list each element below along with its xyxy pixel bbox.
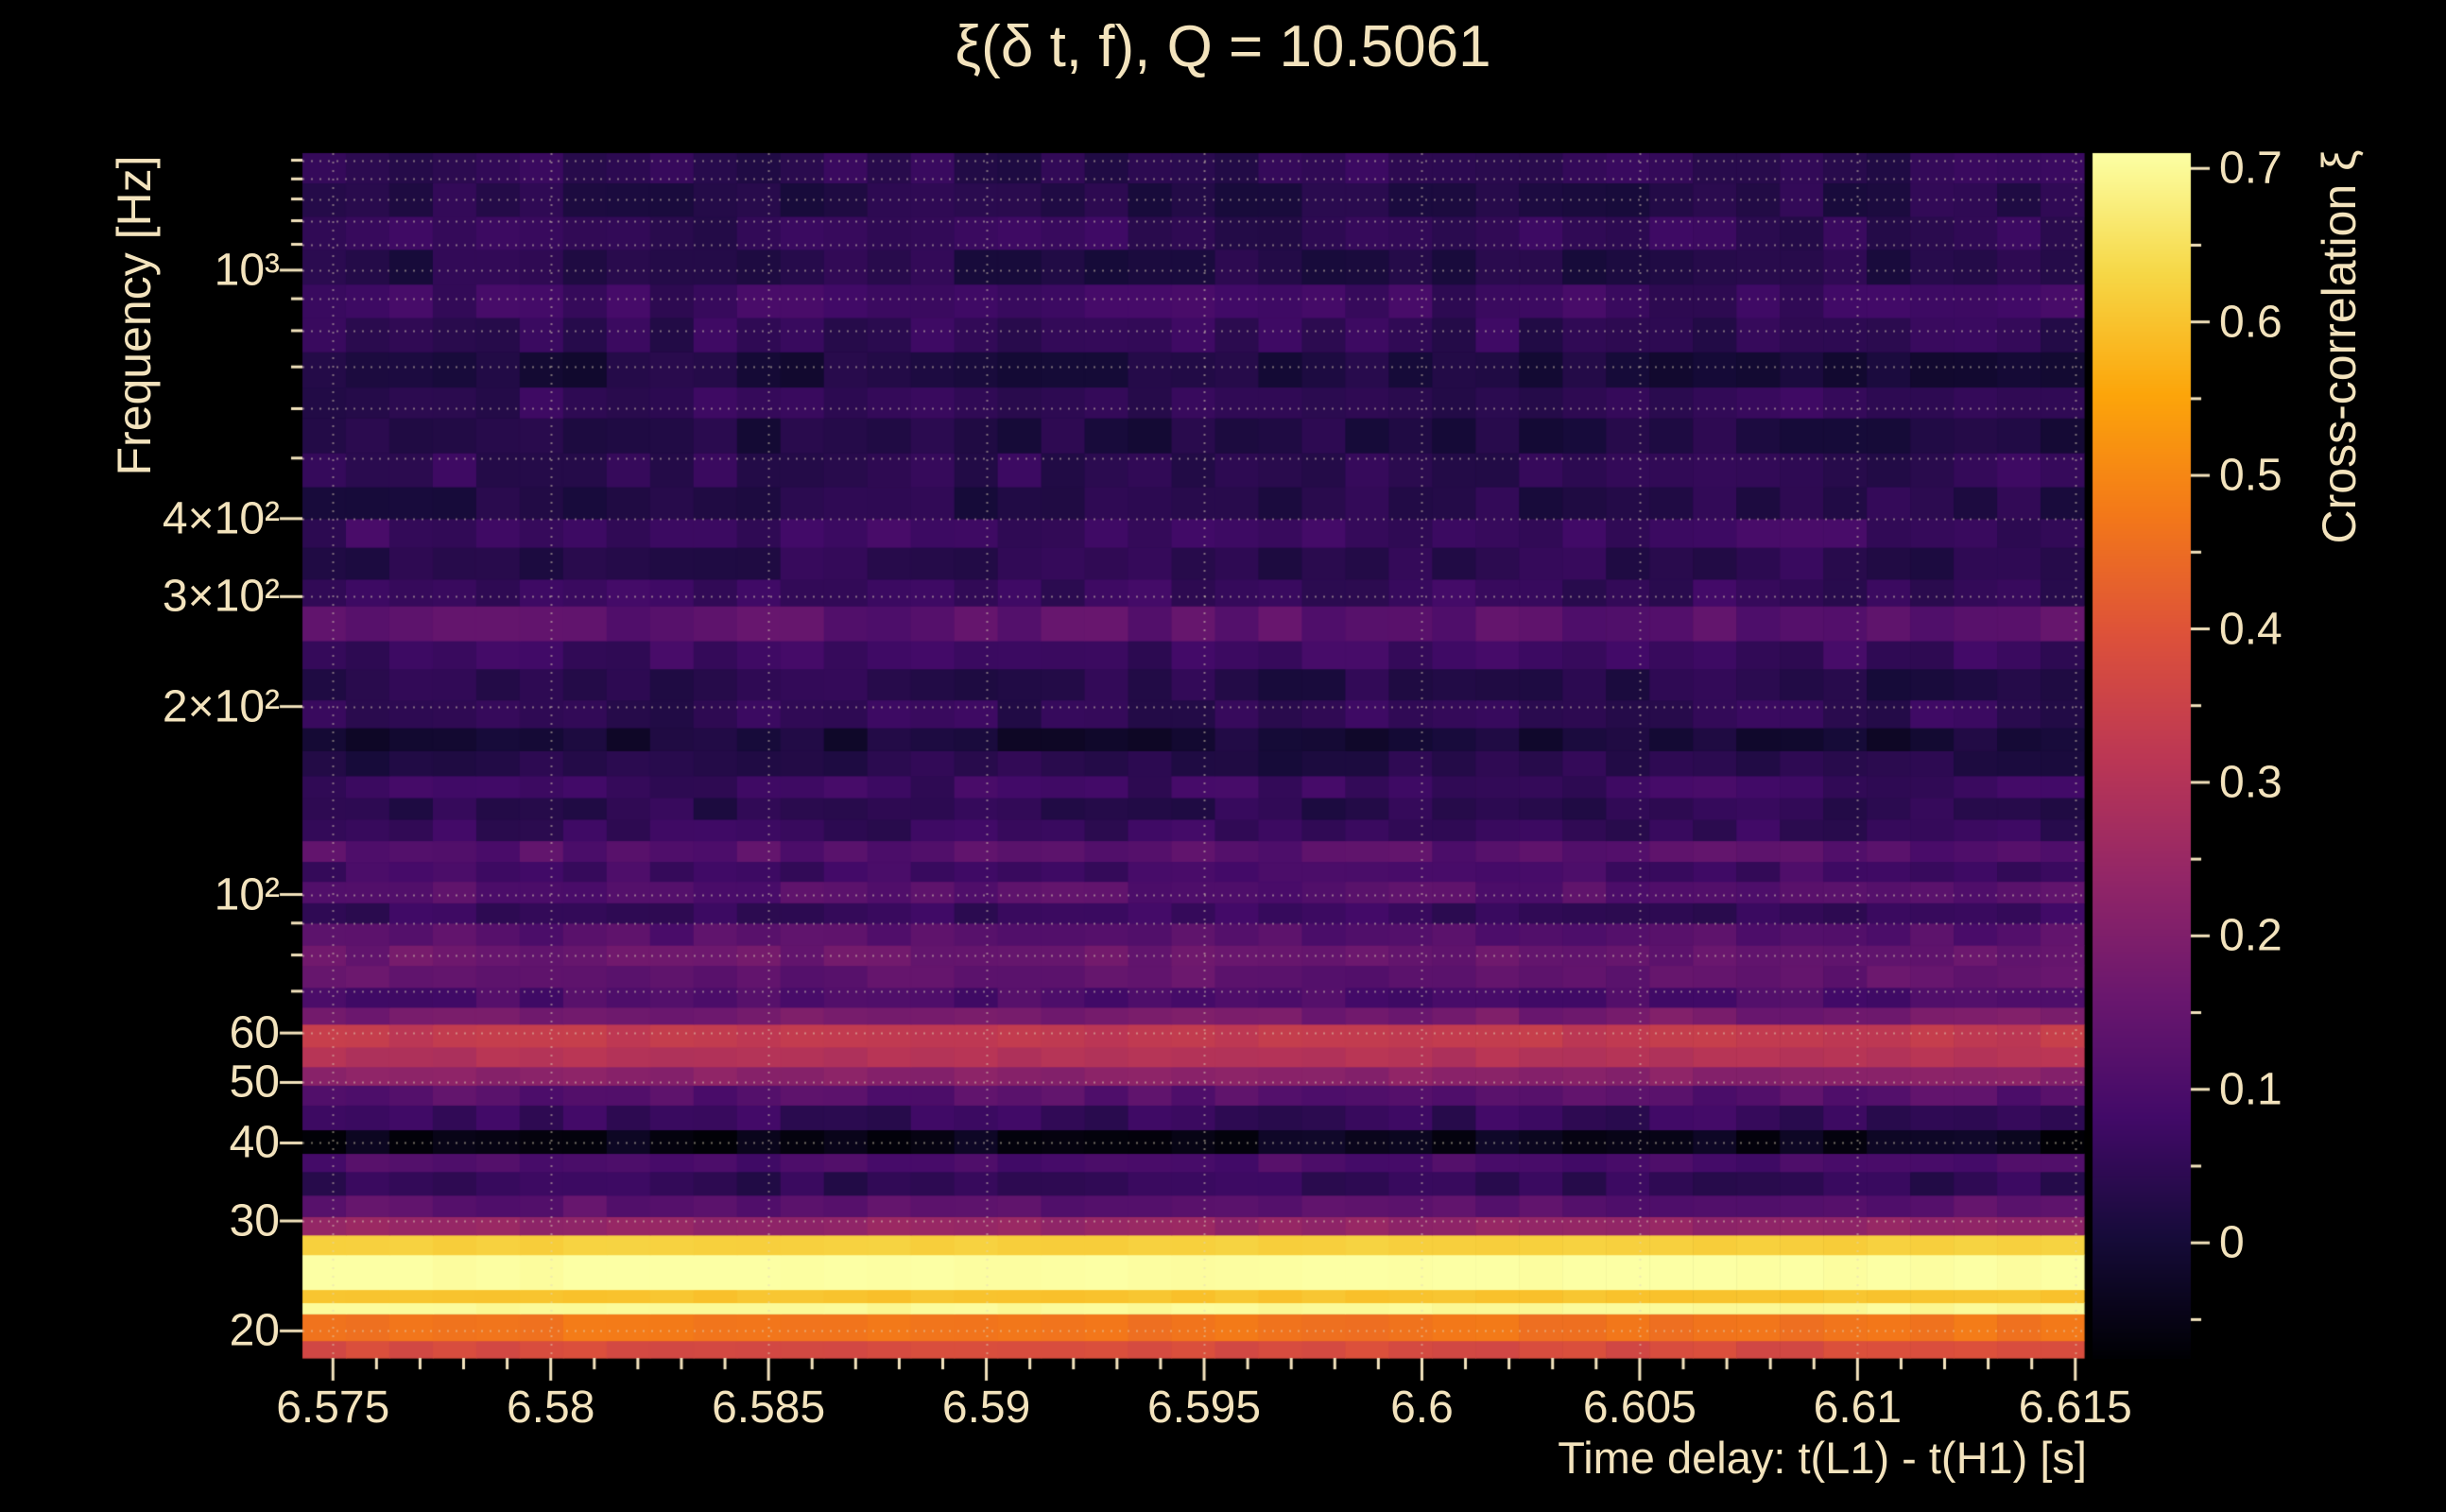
colorbar-tick-label: 0.4	[2219, 604, 2282, 654]
x-tick-label: 6.61	[1813, 1383, 1903, 1433]
colorbar-tick-label: 0.7	[2219, 143, 2282, 194]
colorbar-tick-label: 0.5	[2219, 450, 2282, 501]
y-tick-label: 20	[229, 1305, 280, 1356]
x-tick-label: 6.585	[712, 1383, 826, 1433]
chart-title: ξ(δ t, f), Q = 10.5061	[955, 14, 1491, 79]
y-tick-label: 30	[229, 1195, 280, 1246]
x-tick-label: 6.59	[941, 1383, 1031, 1433]
y-tick-label: 40	[229, 1117, 280, 1168]
y-tick-label: 3×10²	[162, 571, 280, 622]
y-tick-label: 4×10²	[162, 493, 280, 544]
x-tick-label: 6.575	[276, 1383, 390, 1433]
colorbar-tick-label: 0.1	[2219, 1064, 2282, 1115]
colorbar-tick-label: 0.2	[2219, 910, 2282, 961]
y-tick-label: 10²	[214, 869, 280, 920]
y-tick-label: 50	[229, 1057, 280, 1108]
colorbar-tick-label: 0	[2219, 1217, 2245, 1268]
x-tick-label: 6.6	[1390, 1383, 1454, 1433]
y-tick-label: 10³	[214, 245, 280, 296]
x-axis-label: Time delay: t(L1) - t(H1) [s]	[1558, 1433, 2087, 1483]
y-tick-label: 2×10²	[162, 681, 280, 732]
x-tick-label: 6.58	[506, 1383, 595, 1433]
colorbar-tick-label: 0.6	[2219, 297, 2282, 348]
x-tick-label: 6.615	[2018, 1383, 2132, 1433]
y-tick-label: 60	[229, 1007, 280, 1058]
colorbar-tick-label: 0.3	[2219, 757, 2282, 808]
colorbar-label: Cross-correlation ξ	[2313, 149, 2366, 544]
x-tick-label: 6.595	[1146, 1383, 1262, 1433]
x-tick-label: 6.605	[1582, 1383, 1697, 1433]
y-axis-label: Frequency [Hz]	[108, 155, 161, 476]
